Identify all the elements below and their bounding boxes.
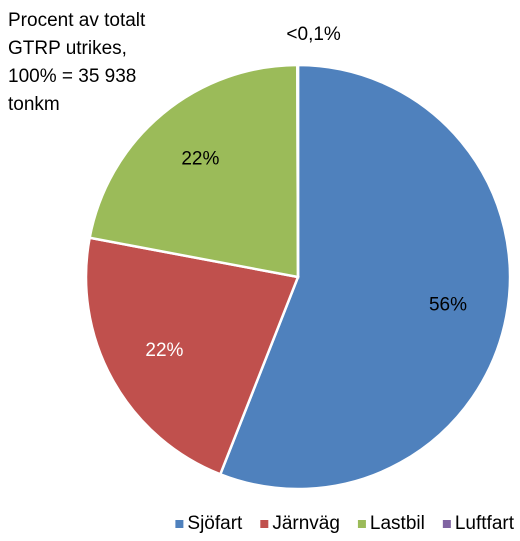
- chart-title: tonkm: [8, 94, 60, 115]
- legend-label: Lastbil: [370, 513, 425, 534]
- legend-label: Järnväg: [272, 513, 340, 534]
- pie-slice: [84, 236, 300, 476]
- pie-slice: [296, 63, 300, 278]
- legend-swatch: [175, 520, 184, 528]
- data-label: 22%: [181, 149, 219, 170]
- data-label: 22%: [145, 340, 183, 361]
- legend-swatch: [260, 520, 269, 528]
- pie-slice: [88, 63, 300, 279]
- pie-slice: [218, 63, 512, 491]
- data-label: 56%: [429, 294, 467, 315]
- legend-swatch: [442, 520, 451, 528]
- chart-title: 100% = 35 938: [8, 66, 136, 87]
- chart-title: Procent av totalt: [8, 10, 146, 31]
- data-label: <0,1%: [286, 24, 341, 45]
- chart-title: GTRP utrikes,: [8, 38, 127, 59]
- legend-swatch: [357, 520, 366, 528]
- legend-label: Luftfart: [455, 513, 515, 534]
- legend-label: Sjöfart: [187, 513, 243, 534]
